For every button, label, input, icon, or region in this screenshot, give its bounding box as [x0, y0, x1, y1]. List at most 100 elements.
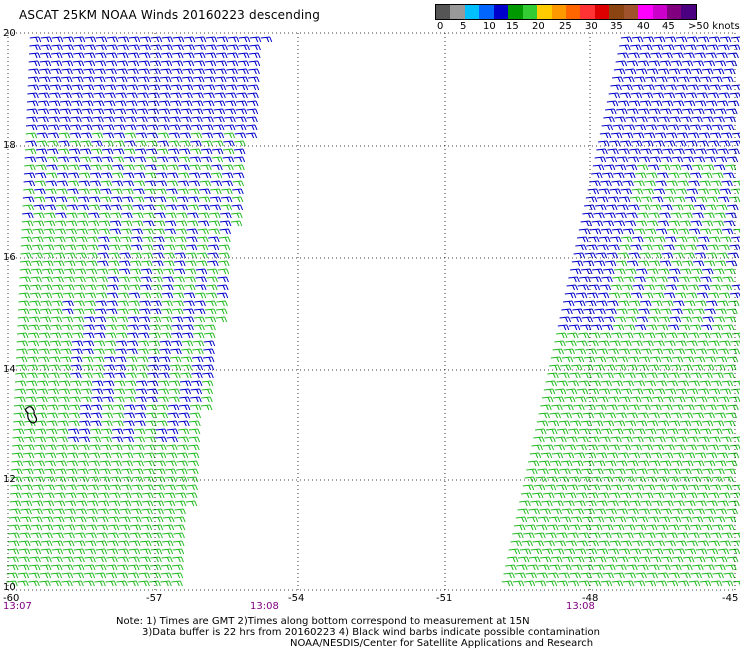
wind-barb — [656, 76, 668, 83]
wind-barb — [128, 292, 141, 299]
wind-barb — [720, 436, 732, 443]
wind-barb — [90, 420, 102, 427]
wind-barb — [137, 348, 149, 355]
wind-barb — [699, 532, 711, 539]
wind-barb — [218, 260, 230, 267]
wind-barb — [90, 156, 103, 163]
wind-barb — [699, 580, 712, 587]
wind-barb — [129, 276, 141, 283]
wind-barb — [688, 228, 701, 235]
wind-barb — [726, 308, 738, 315]
wind-barb — [179, 388, 192, 395]
wind-barb — [709, 436, 721, 443]
wind-barb — [224, 108, 237, 115]
wind-barb — [130, 516, 142, 523]
wind-barb — [103, 364, 116, 371]
wind-barb — [515, 516, 528, 523]
wind-barb — [655, 228, 668, 235]
wind-barb — [80, 388, 93, 395]
wind-barb — [584, 404, 596, 411]
wind-barb — [135, 380, 148, 387]
wind-barb — [215, 68, 227, 75]
wind-barb — [49, 348, 61, 355]
wind-barb — [28, 324, 40, 331]
wind-barb — [225, 92, 237, 99]
wind-barb — [78, 188, 90, 195]
wind-barb — [146, 140, 158, 147]
wind-barb — [156, 420, 168, 427]
wind-barb — [58, 388, 71, 395]
wind-barb — [706, 300, 718, 307]
wind-barb — [42, 500, 55, 507]
wind-barb — [626, 364, 638, 371]
wind-barb — [77, 212, 89, 219]
wind-barb — [83, 68, 95, 75]
wind-barb — [184, 276, 196, 283]
wind-barb — [697, 36, 710, 43]
wind-barb — [631, 340, 643, 347]
wind-barb — [209, 196, 222, 203]
wind-barb — [72, 76, 84, 83]
wind-barb — [52, 268, 65, 275]
wind-barb — [148, 332, 161, 339]
wind-barb — [682, 556, 695, 563]
wind-barb — [16, 348, 28, 355]
wind-barb — [216, 292, 229, 299]
wind-barb — [38, 340, 51, 347]
wind-barb — [687, 236, 699, 243]
wind-barb — [706, 348, 719, 355]
wind-barb — [53, 516, 65, 523]
wind-barb — [712, 68, 725, 75]
wind-barb — [83, 60, 96, 67]
wind-barb — [166, 436, 179, 443]
wind-barb — [140, 268, 153, 275]
wind-barb — [115, 340, 128, 347]
wind-barb — [185, 244, 198, 251]
wind-barb — [50, 572, 63, 579]
wind-barb — [76, 236, 88, 243]
wind-barb — [172, 556, 184, 563]
wind-barb — [696, 44, 708, 51]
wind-barb — [607, 548, 620, 555]
wind-barb — [716, 252, 729, 259]
wind-barb — [699, 332, 711, 339]
wind-barb — [92, 364, 105, 371]
wind-barb — [672, 404, 684, 411]
wind-barb — [714, 364, 726, 371]
wind-barb — [512, 580, 525, 587]
wind-barb — [692, 564, 704, 571]
wind-barb — [726, 356, 739, 363]
wind-barb — [579, 324, 592, 331]
wind-barb — [711, 324, 724, 331]
wind-barb — [689, 324, 702, 331]
wind-barb — [698, 436, 710, 443]
wind-barb — [56, 180, 69, 187]
wind-barb — [621, 436, 633, 443]
wind-barb — [609, 540, 621, 547]
wind-barb — [155, 428, 168, 435]
wind-barb — [676, 436, 688, 443]
wind-barb — [60, 348, 72, 355]
wind-barb — [121, 196, 134, 203]
wind-barb — [129, 284, 141, 291]
wind-barb — [238, 44, 250, 51]
wind-barb — [576, 540, 588, 547]
wind-barb — [222, 148, 235, 155]
wind-barb — [666, 332, 678, 339]
wind-barb — [701, 420, 714, 427]
wind-barb — [713, 164, 726, 171]
wind-barb — [719, 340, 731, 347]
wind-barb — [686, 188, 699, 195]
wind-barb — [695, 348, 708, 355]
wind-barb — [58, 380, 71, 387]
wind-barb — [553, 444, 566, 451]
wind-barb — [140, 524, 153, 531]
wind-barb — [645, 276, 657, 283]
wind-barb — [598, 140, 610, 147]
wind-barb — [177, 428, 190, 435]
wind-barb — [188, 428, 201, 435]
wind-barb — [13, 412, 26, 419]
wind-barb — [677, 532, 689, 539]
wind-barb — [82, 84, 95, 91]
legend-swatch — [638, 5, 653, 19]
